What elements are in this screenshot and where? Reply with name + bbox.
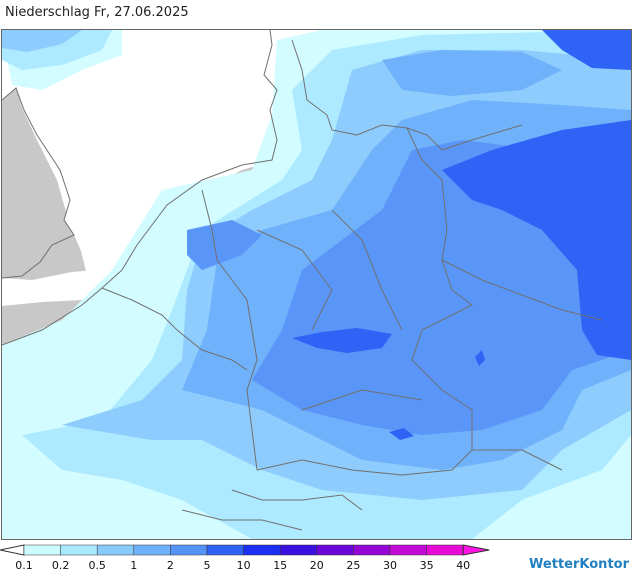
legend-swatch-6 — [206, 544, 244, 556]
legend-label: 0.2 — [52, 559, 70, 572]
precip-5-cell — [292, 328, 392, 353]
legend-swatch-3 — [96, 544, 135, 556]
legend-label: 30 — [383, 559, 397, 572]
legend-swatch-last — [462, 544, 490, 556]
legend-label: 40 — [456, 559, 470, 572]
germany-west-border — [201, 189, 258, 471]
precip-5 — [442, 120, 631, 360]
legend-swatch-11 — [389, 544, 427, 556]
legend-swatch-4 — [133, 544, 171, 556]
legend-color-bar — [0, 544, 490, 556]
uk-coastline — [2, 87, 75, 279]
continent-coastline — [2, 30, 278, 346]
legend-label: 0.1 — [15, 559, 33, 572]
precip-2-west — [187, 220, 262, 270]
map-title: Niederschlag Fr, 27.06.2025 — [5, 5, 189, 20]
precip-1-band — [382, 50, 562, 96]
precip-5-north — [542, 30, 631, 70]
precipitation-legend: 0.1 0.2 0.5 1 2 5 10 15 20 25 30 35 40 — [0, 540, 633, 580]
legend-label: 25 — [346, 559, 360, 572]
legend-swatch-8 — [279, 544, 318, 556]
precip-5-cell3 — [475, 350, 485, 366]
legend-swatch-12 — [426, 544, 464, 556]
legend-swatch-0 — [0, 544, 25, 556]
legend-label: 15 — [273, 559, 287, 572]
italy-border — [181, 509, 303, 531]
legend-label: 1 — [130, 559, 137, 572]
state-border-2 — [331, 209, 403, 331]
precip-0.5-north — [2, 30, 82, 52]
poland-czech-border — [441, 259, 603, 321]
alps-border — [256, 449, 563, 476]
channel-sea — [2, 270, 102, 306]
state-border-1 — [256, 229, 333, 331]
wetterkontor-logo[interactable]: WetterKontor — [529, 557, 629, 572]
precip-5-cell2 — [389, 428, 414, 440]
legend-label: 10 — [237, 559, 251, 572]
logo-word-1: Wetter — [529, 557, 580, 572]
state-border-3 — [301, 389, 423, 411]
legend-label: 0.5 — [88, 559, 106, 572]
precipitation-map — [1, 29, 632, 540]
logo-word-2: Kontor — [579, 557, 629, 572]
legend-label: 2 — [167, 559, 174, 572]
legend-label: 35 — [420, 559, 434, 572]
legend-swatch-7 — [243, 544, 281, 556]
country-borders — [2, 30, 603, 531]
france-belgium-border — [101, 287, 248, 371]
germany-east-border — [406, 127, 473, 450]
swiss-border — [231, 489, 363, 511]
legend-swatch-1 — [23, 544, 61, 556]
legend-label: 20 — [310, 559, 324, 572]
legend-swatch-2 — [60, 544, 98, 556]
legend-label: 5 — [204, 559, 211, 572]
legend-labels: 0.1 0.2 0.5 1 2 5 10 15 20 25 30 35 40 — [15, 559, 470, 572]
denmark-coastline — [291, 39, 523, 151]
legend-swatch-5 — [170, 544, 208, 556]
uk-land — [2, 88, 74, 278]
legend-swatch-9 — [316, 544, 354, 556]
legend-swatch-10 — [353, 544, 391, 556]
north-sea — [12, 30, 270, 265]
